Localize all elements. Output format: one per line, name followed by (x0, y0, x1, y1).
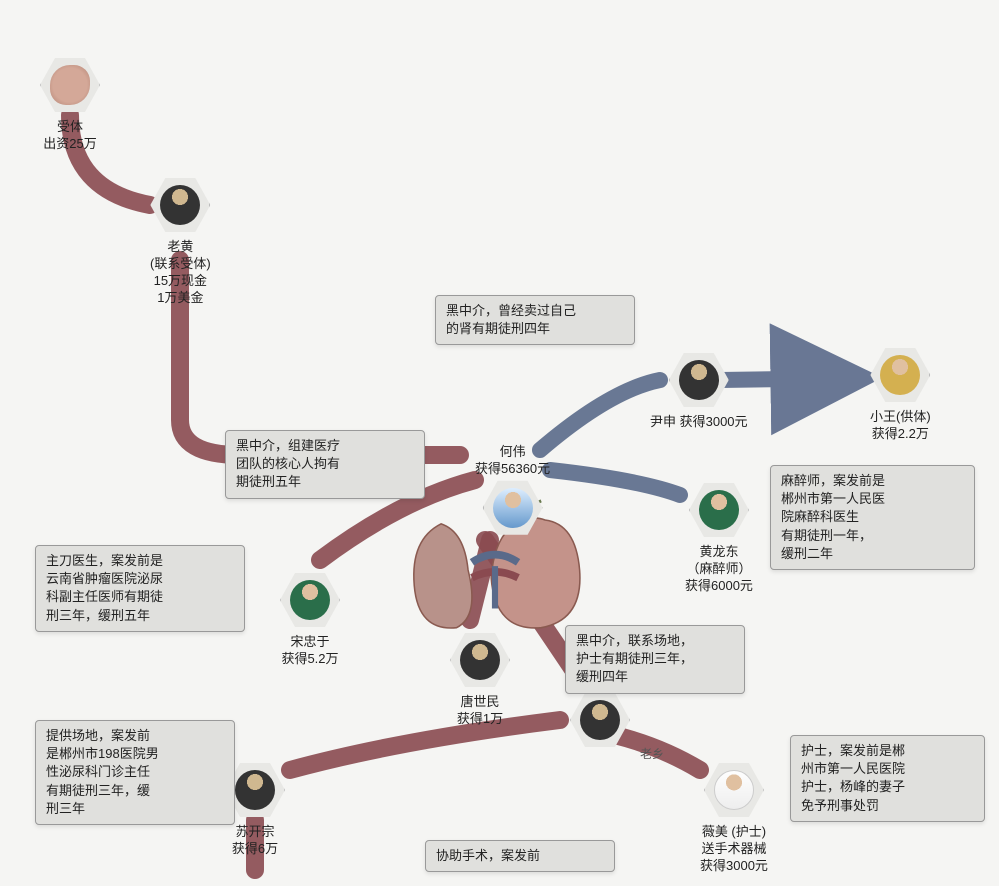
node-laohuang: 老黄(联系受体)15万现金1万美金 (150, 175, 211, 307)
node-caption: 唐世民获得1万 (450, 694, 510, 728)
node-yinshen: 尹申 获得3000元 (650, 350, 748, 431)
avatar-icon (493, 488, 533, 528)
edge-label: 老乡 (640, 745, 664, 762)
node-weimei: 薇美 (护士)送手术器械获得3000元 (700, 760, 768, 875)
note-box: 麻醉师，案发前是郴州市第一人民医院麻醉科医生有期徒刑一年，缓刑二年 (770, 465, 975, 570)
node-caption: 受体出资25万 (40, 119, 100, 153)
node-caption: 老黄(联系受体)15万现金1万美金 (150, 239, 211, 307)
node-hex (689, 480, 749, 540)
avatar-icon (880, 355, 920, 395)
node-tangshimin: 唐世民获得1万 (450, 630, 510, 728)
node-caption: 黄龙东（麻醉师）获得6000元 (685, 544, 753, 595)
avatar-icon (714, 770, 754, 810)
node-hex (870, 345, 930, 405)
avatar-icon (160, 185, 200, 225)
diagram-root: 受体出资25万老黄(联系受体)15万现金1万美金何伟获得56360元 尹申 获得3… (0, 0, 999, 886)
node-caption: 宋忠于获得5.2万 (280, 634, 340, 668)
note-box: 护士，案发前是郴州市第一人民医院护士，杨峰的妻子免予刑事处罚 (790, 735, 985, 822)
node-xiaowang: 小王(供体)获得2.2万 (870, 345, 931, 443)
node-hex (150, 175, 210, 235)
avatar-icon (235, 770, 275, 810)
note-box: 提供场地，案发前是郴州市198医院男性泌尿科门诊主任有期徒刑三年，缓刑三年 (35, 720, 235, 825)
node-caption: 薇美 (护士)送手术器械获得3000元 (700, 824, 768, 875)
node-tangshimin2 (570, 690, 630, 750)
node-hex (704, 760, 764, 820)
node-caption: 小王(供体)获得2.2万 (870, 409, 931, 443)
avatar-icon (580, 700, 620, 740)
node-hex (40, 55, 100, 115)
note-box: 协助手术，案发前 (425, 840, 615, 872)
node-hex (450, 630, 510, 690)
note-box: 黑中介，联系场地，护士有期徒刑三年，缓刑四年 (565, 625, 745, 694)
avatar-icon (50, 65, 90, 105)
node-caption: 何伟获得56360元 (475, 444, 550, 478)
node-hex (483, 478, 543, 538)
node-recipient: 受体出资25万 (40, 55, 100, 153)
node-songzhongyu: 宋忠于获得5.2万 (280, 570, 340, 668)
node-hex (280, 570, 340, 630)
avatar-icon (699, 490, 739, 530)
node-caption: 尹申 获得3000元 (650, 414, 748, 431)
note-box: 主刀医生，案发前是云南省肿瘤医院泌尿科副主任医师有期徒刑三年，缓刑五年 (35, 545, 245, 632)
avatar-icon (290, 580, 330, 620)
node-caption: 苏开宗获得6万 (225, 824, 285, 858)
node-hex (669, 350, 729, 410)
avatar-icon (460, 640, 500, 680)
avatar-icon (679, 360, 719, 400)
node-hex (570, 690, 630, 750)
node-hewei: 何伟获得56360元 (475, 440, 550, 538)
note-box: 黑中介，曾经卖过自己的肾有期徒刑四年 (435, 295, 635, 345)
node-huanglongdong: 黄龙东（麻醉师）获得6000元 (685, 480, 753, 595)
note-box: 黑中介，组建医疗团队的核心人拘有期徒刑五年 (225, 430, 425, 499)
